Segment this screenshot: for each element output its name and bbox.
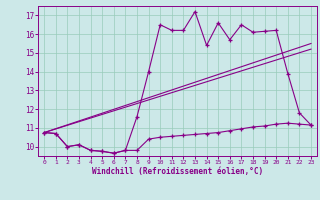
X-axis label: Windchill (Refroidissement éolien,°C): Windchill (Refroidissement éolien,°C): [92, 167, 263, 176]
